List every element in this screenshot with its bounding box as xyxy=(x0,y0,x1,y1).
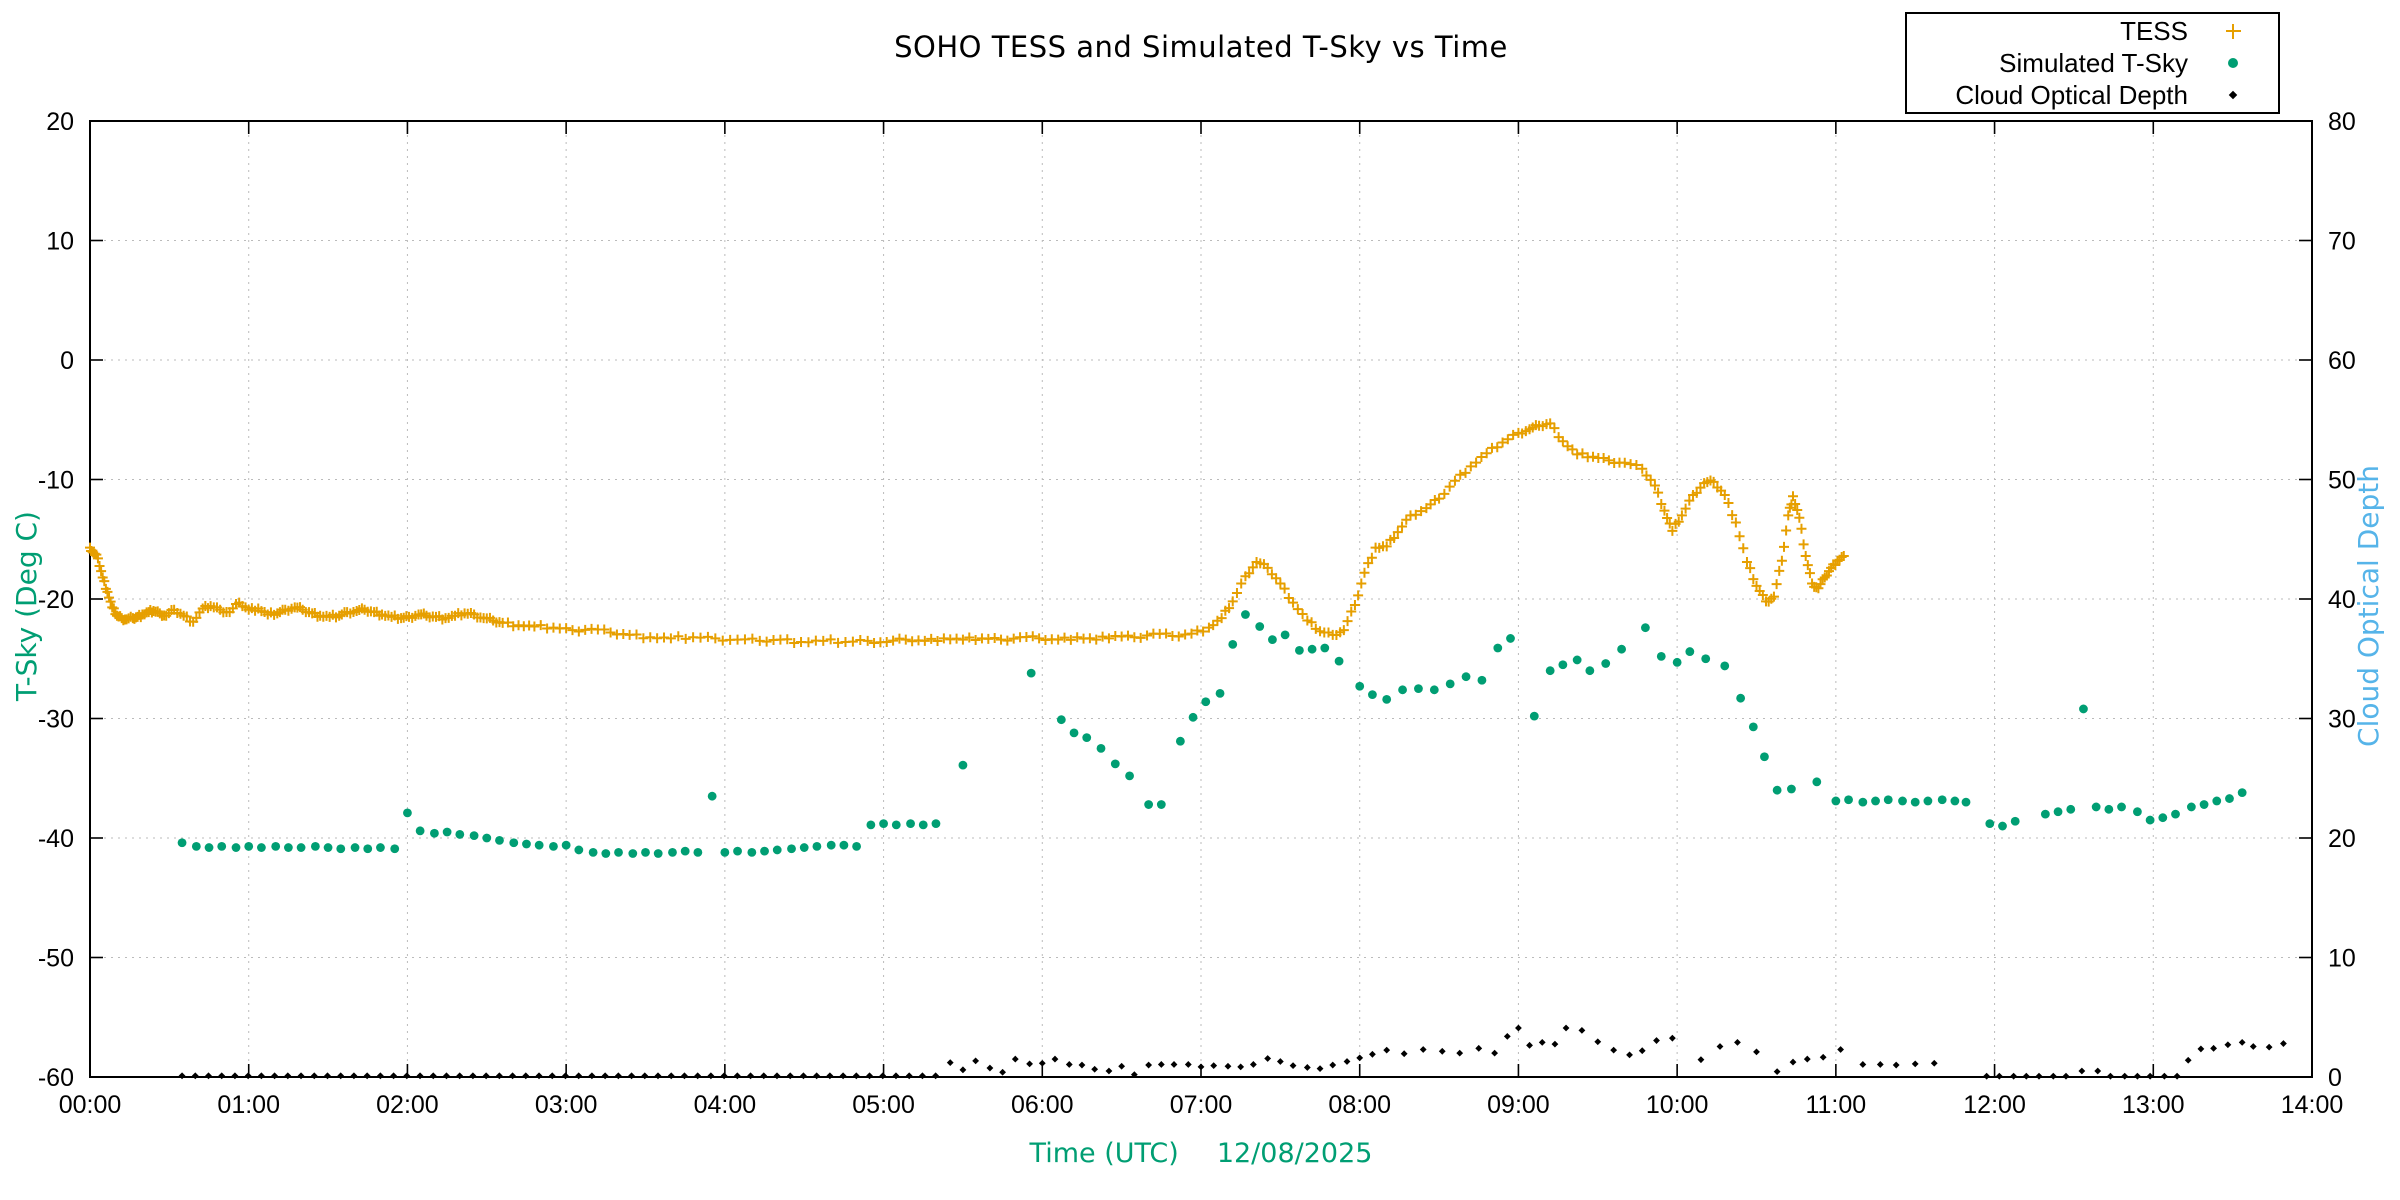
svg-text:02:00: 02:00 xyxy=(376,1091,439,1119)
svg-text:40: 40 xyxy=(2328,586,2356,614)
legend-marker-cell xyxy=(2188,90,2278,100)
svg-text:0: 0 xyxy=(2328,1064,2342,1092)
plot-border xyxy=(89,120,2313,1078)
legend-label-simulated-tsky: Simulated T-Sky xyxy=(1999,48,2188,78)
svg-text:-60: -60 xyxy=(38,1064,74,1092)
tick-labels: 00:00 01:00 02:00 03:00 04:00 05:00 06:00 07:00… xyxy=(38,108,2356,1119)
svg-text:04:00: 04:00 xyxy=(694,1091,757,1119)
svg-text:-40: -40 xyxy=(38,825,74,853)
svg-text:70: 70 xyxy=(2328,228,2356,256)
series-simulated-t-sky xyxy=(177,610,2247,858)
svg-text:01:00: 01:00 xyxy=(217,1091,280,1119)
svg-text:30: 30 xyxy=(2328,706,2356,734)
legend: TESS Simulated T-Sky Cloud Optical Depth xyxy=(1905,12,2280,114)
x-axis-label: Time (UTC) 12/08/2025 xyxy=(90,1138,2312,1169)
svg-text:10:00: 10:00 xyxy=(1646,1091,1709,1119)
grid xyxy=(90,121,2312,1077)
svg-text:-10: -10 xyxy=(38,467,74,495)
svg-text:10: 10 xyxy=(2328,945,2356,973)
svg-text:10: 10 xyxy=(46,228,74,256)
svg-text:00:00: 00:00 xyxy=(59,1091,122,1119)
legend-entry-tess: TESS xyxy=(1907,15,2278,47)
y-axis-right-label: Cloud Optical Depth xyxy=(2352,465,2385,747)
series-cloud-optical-depth xyxy=(178,1024,2287,1080)
series-tess xyxy=(85,418,1849,649)
plus-icon xyxy=(2225,23,2241,39)
svg-text:14:00: 14:00 xyxy=(2281,1091,2344,1119)
legend-marker-cell xyxy=(2188,23,2278,39)
svg-text:06:00: 06:00 xyxy=(1011,1091,1074,1119)
svg-text:07:00: 07:00 xyxy=(1170,1091,1233,1119)
svg-text:50: 50 xyxy=(2328,467,2356,495)
diamond-icon xyxy=(2228,90,2238,100)
circle-icon xyxy=(2228,58,2238,68)
svg-text:11:00: 11:00 xyxy=(1805,1091,1866,1119)
legend-marker-cell xyxy=(2188,58,2278,68)
y-axis-left-label: T-Sky (Deg C) xyxy=(10,511,43,701)
legend-entry-cloud-optical-depth: Cloud Optical Depth xyxy=(1907,79,2278,111)
svg-text:-50: -50 xyxy=(38,945,74,973)
svg-text:0: 0 xyxy=(60,347,74,375)
x-axis-date: 12/08/2025 xyxy=(1216,1138,1373,1169)
svg-text:09:00: 09:00 xyxy=(1487,1091,1550,1119)
svg-text:20: 20 xyxy=(2328,825,2356,853)
x-axis-label-text: Time (UTC) xyxy=(1029,1138,1179,1169)
svg-text:03:00: 03:00 xyxy=(535,1091,598,1119)
svg-text:60: 60 xyxy=(2328,347,2356,375)
svg-text:-20: -20 xyxy=(38,586,74,614)
svg-text:20: 20 xyxy=(46,108,74,136)
svg-text:13:00: 13:00 xyxy=(2122,1091,2185,1119)
legend-label-cloud-optical-depth: Cloud Optical Depth xyxy=(1955,80,2188,110)
svg-text:12:00: 12:00 xyxy=(1963,1091,2026,1119)
legend-label-tess: TESS xyxy=(2120,16,2188,46)
chart-title: SOHO TESS and Simulated T-Sky vs Time xyxy=(894,30,1508,64)
svg-text:08:00: 08:00 xyxy=(1328,1091,1391,1119)
svg-text:05:00: 05:00 xyxy=(852,1091,915,1119)
svg-text:80: 80 xyxy=(2328,108,2356,136)
svg-text:-30: -30 xyxy=(38,706,74,734)
legend-entry-simulated-tsky: Simulated T-Sky xyxy=(1907,47,2278,79)
